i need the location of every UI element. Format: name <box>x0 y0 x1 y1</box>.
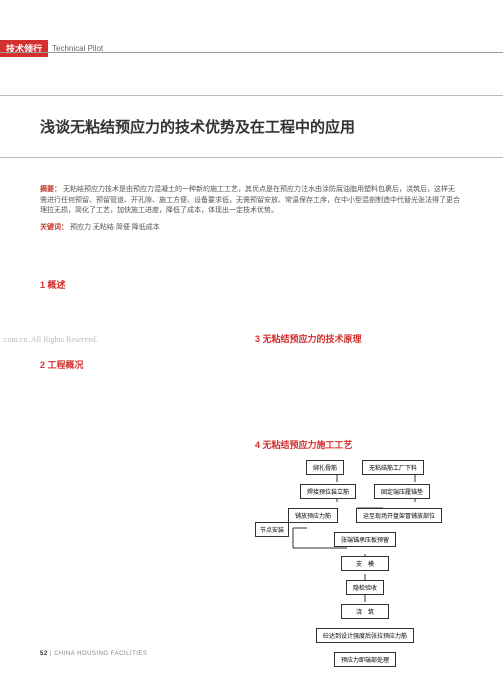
page-number: 52 <box>40 651 48 657</box>
flow-box: 绑扎骨筋 <box>306 460 344 475</box>
flow-box: 张端锚承压板预留 <box>334 532 396 547</box>
flow-row-5: 支 模 <box>255 556 475 571</box>
flow-row-9: 预应力即端部处理 <box>255 652 475 667</box>
flow-box: 浇 筑 <box>341 604 389 619</box>
abstract: 摘要： 无粘结预应力技术是由预应力混凝土的一种新的施工工艺，其优点是在预应力注水… <box>40 185 460 217</box>
flow-row-2: 焊接预位装立筋 固定端压履锚垫 <box>255 484 475 499</box>
flow-box: 隐检验收 <box>346 580 384 595</box>
flow-box: 预应力即端部处理 <box>334 652 396 667</box>
footer: 52 | CHINA HOUSING FACILITIES <box>40 651 147 657</box>
abstract-label: 摘要： <box>40 186 61 193</box>
flow-row-7: 浇 筑 <box>255 604 475 619</box>
header-rule <box>0 52 503 53</box>
keywords-text: 预应力 无粘结 简便 降低成本 <box>70 224 160 231</box>
flow-box: 运至现场开盘架冒铺放部位 <box>356 508 442 523</box>
section-4-heading: 4 无粘结预应力施工工艺 <box>255 438 353 451</box>
title-section: 浅谈无粘结预应力的技术优势及在工程中的应用 <box>0 95 503 158</box>
section-1-heading: 1 概述 <box>40 278 66 291</box>
flow-box: 焊接预位装立筋 <box>300 484 356 499</box>
flow-row-8: 砼达到设计强度后张拉预应力筋 <box>255 628 475 643</box>
section-3-heading: 3 无粘结预应力的技术原理 <box>255 332 362 345</box>
flow-row-1: 绑扎骨筋 无粘结筋工厂下料 <box>255 460 475 475</box>
watermark: .com.cn. All Rights Reserved. <box>2 335 98 344</box>
abstract-block: 摘要： 无粘结预应力技术是由预应力混凝土的一种新的施工工艺，其优点是在预应力注水… <box>40 185 460 233</box>
flow-row-4: 张端锚承压板预留 <box>255 532 475 547</box>
article-title: 浅谈无粘结预应力的技术优势及在工程中的应用 <box>40 116 503 137</box>
flow-row-3: 铺放预应力筋 运至现场开盘架冒铺放部位 <box>255 508 475 523</box>
keywords-label: 关键词： <box>40 224 68 231</box>
footer-text: | CHINA HOUSING FACILITIES <box>50 651 148 657</box>
flow-box: 无粘结筋工厂下料 <box>362 460 424 475</box>
flow-box: 砼达到设计强度后张拉预应力筋 <box>316 628 414 643</box>
flow-box: 固定端压履锚垫 <box>374 484 430 499</box>
keywords: 关键词： 预应力 无粘结 简便 降低成本 <box>40 223 460 234</box>
flow-row-6: 隐检验收 <box>255 580 475 595</box>
flow-box: 支 模 <box>341 556 389 571</box>
section-2-heading: 2 工程概况 <box>40 358 84 371</box>
header-cn: 技术领行 <box>0 40 48 57</box>
flowchart: 绑扎骨筋 无粘结筋工厂下料 焊接预位装立筋 固定端压履锚垫 铺放预应力筋 运至现… <box>255 460 475 670</box>
abstract-text: 无粘结预应力技术是由预应力混凝土的一种新的施工工艺，其优点是在预应力注水由涂防腐… <box>40 186 460 214</box>
header-bar: 技术领行 Technical Pilot <box>0 40 103 57</box>
flow-box: 铺放预应力筋 <box>288 508 338 523</box>
